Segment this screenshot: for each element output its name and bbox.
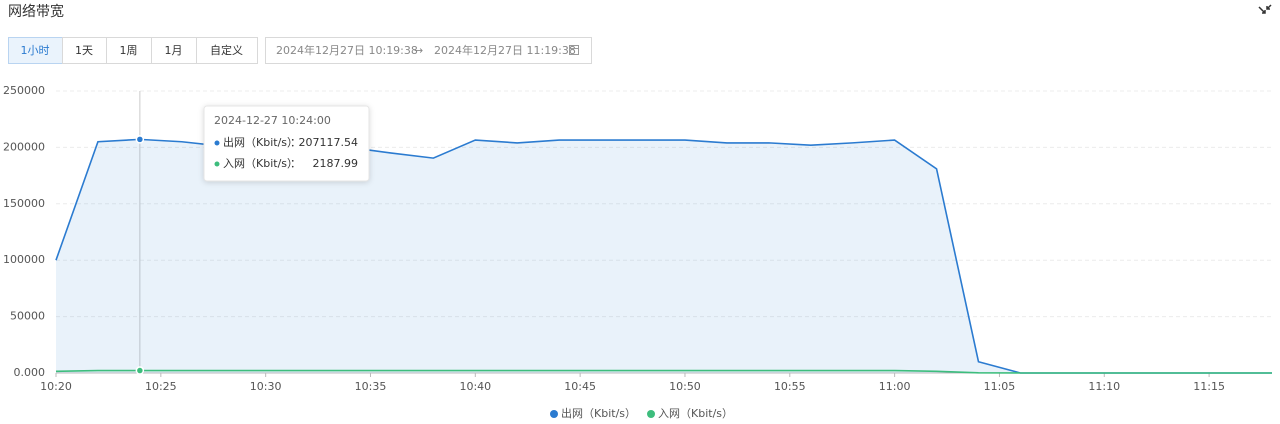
x-tick-label: 10:45 <box>564 380 596 393</box>
x-tick-label: 10:35 <box>355 380 387 393</box>
legend-dot <box>550 410 558 418</box>
range-button[interactable]: 1小时 <box>8 37 63 64</box>
y-tick-label: 100000 <box>3 253 45 266</box>
x-tick-label: 11:15 <box>1193 380 1225 393</box>
y-tick-label: 50000 <box>10 310 45 323</box>
tooltip-value: 2187.99 <box>313 157 359 170</box>
range-button[interactable]: 1月 <box>151 37 197 64</box>
tooltip-name: 出网（Kbit/s） <box>223 135 298 149</box>
x-tick-label: 11:10 <box>1088 380 1120 393</box>
button-box <box>196 37 258 64</box>
tooltip-dot <box>214 140 220 146</box>
tooltip: 2024-12-27 10:24:00出网（Kbit/s）：207117.54入… <box>203 105 370 182</box>
x-tick-label: 10:30 <box>250 380 282 393</box>
hover-point <box>135 366 145 375</box>
range-end: 2024年12月27日 11:19:38 <box>434 43 576 57</box>
x-tick-label: 10:40 <box>459 380 491 393</box>
x-tick-label: 11:00 <box>879 380 911 393</box>
tooltip-title: 2024-12-27 10:24:00 <box>214 114 331 127</box>
button-box <box>106 37 152 64</box>
button-label: 1月 <box>165 44 183 57</box>
x-tick-label: 11:05 <box>984 380 1016 393</box>
tooltip-dot <box>214 161 220 167</box>
legend-label: 出网（Kbit/s） <box>561 406 636 420</box>
calendar-icon[interactable] <box>569 45 579 55</box>
x-tick-label: 10:55 <box>774 380 806 393</box>
y-tick-label: 250000 <box>3 84 45 97</box>
axes: 0.000 50000 100000 150000 200000 250000 10:20 1… <box>3 84 1272 393</box>
tooltip-value: 207117.54 <box>299 136 359 149</box>
button-label: 自定义 <box>210 43 243 57</box>
button-label: 1天 <box>75 44 93 57</box>
range-button[interactable]: 自定义 <box>196 37 258 64</box>
y-tick-label: 0.000 <box>14 366 46 379</box>
y-tick-label: 150000 <box>3 197 45 210</box>
legend-label: 入网（Kbit/s） <box>658 407 733 420</box>
line <box>55 369 1272 374</box>
range-button[interactable]: 1周 <box>106 37 152 64</box>
button-label: 1周 <box>120 44 138 57</box>
x-tick-label: 10:25 <box>145 380 177 393</box>
legend-item[interactable]: 入网（Kbit/s） <box>647 407 733 420</box>
x-tick-label: 10:20 <box>40 380 72 393</box>
button-box <box>62 37 107 64</box>
tooltip-box <box>203 105 370 182</box>
range-sep: → <box>414 44 423 57</box>
legend-item[interactable]: 出网（Kbit/s） <box>550 406 636 420</box>
legend-dot <box>647 410 656 418</box>
tooltip-sep: ： <box>290 157 301 170</box>
range-start: 2024年12月27日 10:19:38 <box>276 43 418 57</box>
range-button[interactable]: 1天 <box>62 37 107 64</box>
button-label: 1小时 <box>21 44 50 57</box>
date-range[interactable] <box>265 37 592 64</box>
tooltip-name: 入网（Kbit/s） <box>223 157 298 170</box>
hover-point <box>135 135 145 144</box>
y-tick-label: 200000 <box>3 140 45 153</box>
panel-title: 网络带宽 <box>8 3 64 20</box>
x-tick-label: 10:50 <box>669 380 701 393</box>
collapse-icon[interactable] <box>1258 4 1272 14</box>
tooltip-sep: ： <box>290 136 301 149</box>
